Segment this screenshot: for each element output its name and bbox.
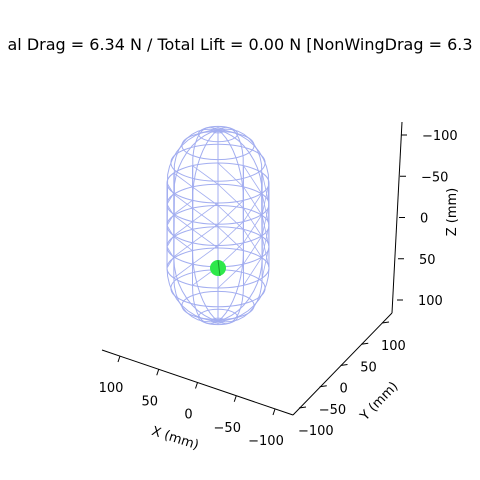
wire-meridian — [174, 129, 218, 321]
wire-diagonal — [193, 166, 219, 185]
wire-diagonal — [167, 247, 174, 258]
capsule-wireframe — [167, 126, 269, 324]
x-tick-label: 100 — [99, 381, 124, 396]
wire-diagonal — [218, 163, 244, 187]
z-tick-label: −100 — [422, 129, 458, 144]
wire-diagonal — [174, 222, 193, 236]
wire-diagonal — [174, 237, 193, 251]
wire-diagonal — [218, 206, 244, 230]
y-tick-label: 100 — [381, 339, 406, 354]
wire-diagonal — [174, 194, 193, 208]
z-tick-label: 100 — [418, 294, 443, 309]
x-tick — [157, 369, 159, 375]
chart-title: al Drag = 6.34 N / Total Lift = 0.00 N [… — [7, 35, 472, 54]
z-tick-label: −50 — [421, 170, 448, 185]
wire-meridian — [174, 130, 218, 322]
wire-diagonal — [218, 227, 244, 251]
x-tick — [196, 383, 198, 389]
x-tick — [118, 356, 120, 362]
x-axis-label: X (mm) — [150, 424, 201, 453]
wire-diagonal — [167, 204, 174, 215]
center-marker — [210, 260, 226, 276]
x-tick — [234, 396, 236, 402]
x-tick-label: 50 — [141, 394, 158, 409]
wire-diagonal — [174, 200, 193, 214]
z-tick-label: 0 — [420, 212, 428, 227]
z-tick-label: 50 — [419, 253, 436, 268]
wire-diagonal — [167, 257, 174, 268]
y-tick-label: −50 — [319, 403, 346, 418]
y-axis-label: Y (mm) — [357, 379, 402, 424]
wire-diagonal — [218, 222, 244, 246]
wire-diagonal — [167, 193, 174, 204]
y-tick-label: 50 — [360, 360, 377, 375]
wire-diagonal — [218, 200, 244, 224]
wire-diagonal — [167, 226, 174, 237]
z-axis-label: Z (mm) — [445, 188, 460, 237]
y-tick-label: −100 — [298, 424, 334, 439]
wire-diagonal — [174, 216, 193, 230]
wire-diagonal — [167, 214, 174, 225]
wire-diagonal — [218, 184, 244, 208]
wire-diagonal — [167, 236, 174, 247]
wire-diagonal — [174, 243, 193, 257]
x-tick — [273, 409, 275, 415]
x-tick-label: −50 — [214, 421, 241, 436]
y-tick-label: 0 — [340, 382, 348, 397]
x-tick-label: 0 — [184, 408, 192, 423]
x-tick-label: −100 — [248, 434, 284, 449]
